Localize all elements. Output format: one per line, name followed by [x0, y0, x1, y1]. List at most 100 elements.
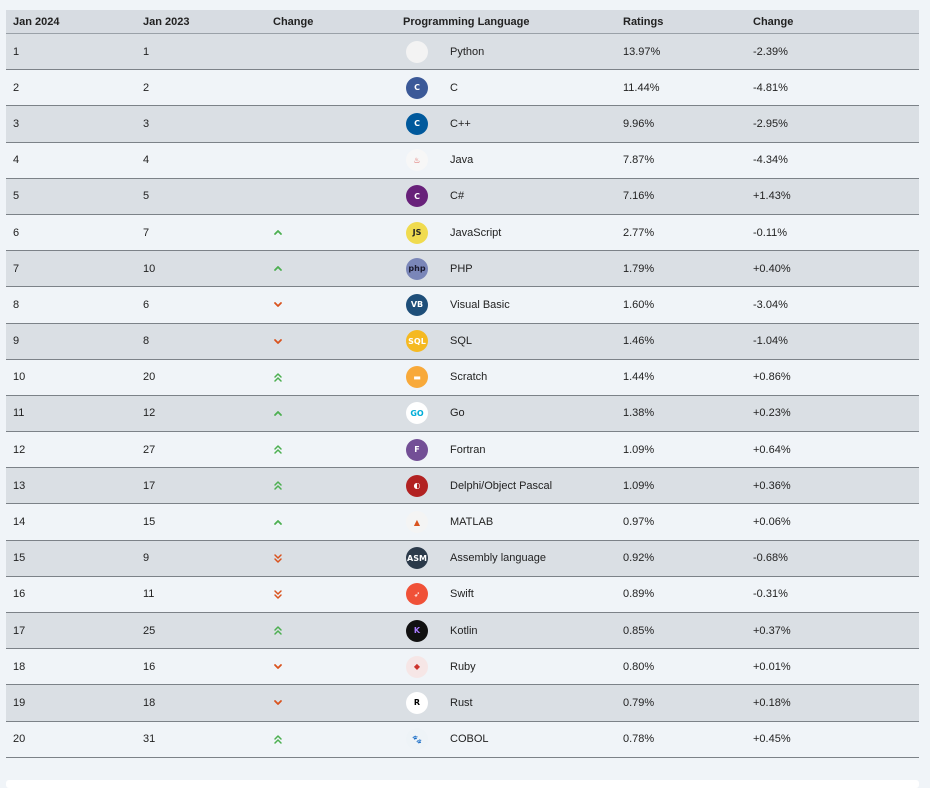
table-row: 12 27 F Fortran 1.09% +0.64% [6, 431, 919, 469]
language-name[interactable]: Python [450, 45, 485, 58]
rank-2024-cell: 17 [6, 612, 136, 650]
rank-2024-cell: 3 [6, 105, 136, 143]
rank-2023-cell: 27 [136, 431, 266, 469]
language-cell: C C# [396, 178, 616, 215]
rank-2024-cell: 12 [6, 431, 136, 469]
language-cell: php PHP [396, 250, 616, 288]
sql-logo-icon: SQL [406, 330, 428, 353]
swift-logo-icon: ➶ [406, 583, 428, 606]
double-arrow-up-icon [274, 373, 282, 382]
language-cell: GO Go [396, 395, 616, 433]
language-name[interactable]: COBOL [450, 733, 489, 746]
table-row: 20 31 🐾 COBOL 0.78% +0.45% [6, 721, 919, 758]
rank-2023-cell: 16 [136, 648, 266, 686]
rank-2023-cell: 17 [136, 467, 266, 505]
rank-change-cell [266, 69, 396, 107]
language-name[interactable]: Visual Basic [450, 298, 510, 311]
rating-cell: 13.97% [616, 33, 746, 71]
rank-2023-cell: 1 [136, 33, 266, 71]
rank-2024-cell: 6 [6, 214, 136, 252]
language-name[interactable]: Swift [450, 588, 474, 601]
arrow-down-icon [274, 302, 282, 308]
language-name[interactable]: SQL [450, 335, 473, 348]
rank-2023-cell: 25 [136, 612, 266, 650]
table-row: 2 2 C C 11.44% -4.81% [6, 69, 919, 107]
rank-change-cell [266, 359, 396, 396]
header-jan-2024[interactable]: Jan 2024 [6, 10, 136, 34]
rank-2024-cell: 19 [6, 684, 136, 722]
language-cell: SQL SQL [396, 323, 616, 360]
language-name[interactable]: Java [450, 154, 474, 167]
rating-change-cell: +0.18% [746, 684, 919, 722]
rating-change-cell: -4.34% [746, 142, 919, 179]
rank-change-cell [266, 395, 396, 433]
table-row: 8 6 VB Visual Basic 1.60% -3.04% [6, 286, 919, 324]
rank-2024-cell: 10 [6, 359, 136, 396]
header-change-rank[interactable]: Change [266, 10, 396, 34]
language-name[interactable]: Assembly language [450, 552, 547, 565]
language-name[interactable]: Delphi/Object Pascal [450, 479, 553, 492]
next-section-edge [6, 780, 919, 788]
language-cell: ASM Assembly language [396, 540, 616, 577]
rank-2023-cell: 18 [136, 684, 266, 722]
language-cell: C C++ [396, 105, 616, 143]
fortran-logo-icon: F [406, 438, 428, 461]
header-ratings[interactable]: Ratings [616, 10, 746, 34]
rating-change-cell: +0.23% [746, 395, 919, 433]
rank-change-cell [266, 323, 396, 360]
rank-2023-cell: 11 [136, 576, 266, 614]
arrow-down-icon [274, 664, 282, 670]
language-name[interactable]: PHP [450, 262, 473, 275]
python-logo-icon [406, 40, 428, 63]
language-name[interactable]: Rust [450, 696, 473, 709]
language-name[interactable]: C++ [450, 117, 471, 130]
header-change-rating[interactable]: Change [746, 10, 919, 34]
rank-change-cell [266, 431, 396, 469]
language-name[interactable]: C [450, 81, 458, 94]
rank-change-cell [266, 503, 396, 541]
php-logo-icon: php [406, 257, 428, 280]
rank-2024-cell: 15 [6, 540, 136, 577]
language-name[interactable]: Fortran [450, 443, 486, 456]
language-cell: K Kotlin [396, 612, 616, 650]
language-name[interactable]: Go [450, 407, 465, 420]
language-cell: R Rust [396, 684, 616, 722]
csharp-logo-icon: C [406, 185, 428, 208]
rating-change-cell: -4.81% [746, 69, 919, 107]
rank-change-cell [266, 286, 396, 324]
header-jan-2023[interactable]: Jan 2023 [136, 10, 266, 34]
javascript-logo-icon: JS [406, 221, 428, 244]
matlab-logo-icon: ▲ [406, 511, 428, 534]
rust-logo-icon: R [406, 691, 428, 714]
rating-change-cell: +0.01% [746, 648, 919, 686]
language-name[interactable]: Scratch [450, 371, 488, 384]
rank-change-cell [266, 467, 396, 505]
rank-change-cell [266, 684, 396, 722]
rating-change-cell: +0.36% [746, 467, 919, 505]
rating-cell: 0.78% [616, 721, 746, 758]
table-row: 9 8 SQL SQL 1.46% -1.04% [6, 323, 919, 360]
rating-change-cell: +0.37% [746, 612, 919, 650]
language-name[interactable]: Kotlin [450, 624, 478, 637]
table-body: 1 1 Python 13.97% -2.39% 2 2 C C 11.44% -4.81% 3 3 C C… [6, 33, 919, 758]
rank-change-cell [266, 648, 396, 686]
rank-2024-cell: 13 [6, 467, 136, 505]
language-name[interactable]: JavaScript [450, 226, 502, 239]
header-programming-language[interactable]: Programming Language [396, 10, 616, 34]
double-arrow-up-icon [274, 626, 282, 635]
rank-2023-cell: 3 [136, 105, 266, 143]
rank-2024-cell: 18 [6, 648, 136, 686]
language-cell: Python [396, 33, 616, 71]
language-name[interactable]: Ruby [450, 660, 476, 673]
rank-2024-cell: 2 [6, 69, 136, 107]
rank-change-cell [266, 105, 396, 143]
language-name[interactable]: MATLAB [450, 516, 494, 529]
rating-cell: 7.87% [616, 142, 746, 179]
language-name[interactable]: C# [450, 190, 465, 203]
rank-2024-cell: 11 [6, 395, 136, 433]
language-cell: ➶ Swift [396, 576, 616, 614]
cpp-logo-icon: C [406, 112, 428, 135]
rating-cell: 1.60% [616, 286, 746, 324]
language-cell: ♨ Java [396, 142, 616, 179]
rating-change-cell: +0.64% [746, 431, 919, 469]
